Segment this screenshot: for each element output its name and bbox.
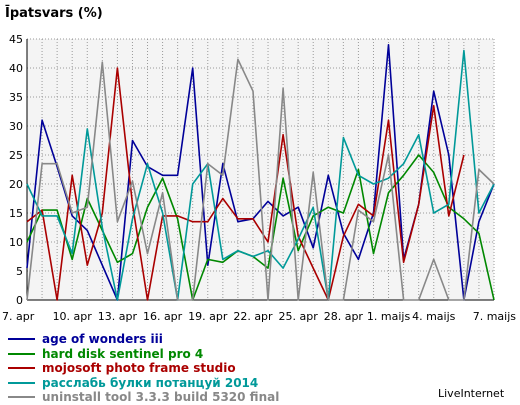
legend-swatch-0 [8,338,35,340]
x-tick-label: 7. maijs [473,310,517,323]
legend-label-1: hard disk sentinel pro 4 [42,346,204,361]
x-tick-label: 13. apr [98,310,138,323]
y-tick-label: 5 [16,265,23,278]
brand-label: LiveInternet [438,387,505,400]
legend-swatch-3 [8,381,35,384]
y-tick-label: 25 [9,149,23,162]
legend-swatch-4 [8,396,35,398]
y-tick-label: 30 [9,120,23,133]
legend-label-2: mojosoft photo frame studio [42,361,236,375]
legend-item-1: hard disk sentinel pro 4 [8,347,279,362]
x-tick-label: 28. apr [324,310,364,323]
legend: age of wonders iii hard disk sentinel pr… [8,332,279,405]
legend-label-3: расслабь булки потанцуй 2014 [42,375,259,390]
y-tick-label: 20 [9,178,23,191]
y-tick-label: 15 [9,207,23,220]
legend-item-4: uninstall tool 3.3.3 build 5320 final [8,390,279,405]
legend-label-4: uninstall tool 3.3.3 build 5320 final [42,390,280,404]
legend-label-0: age of wonders iii [42,332,163,346]
series-line-4 [26,58,495,301]
legend-swatch-1 [8,352,35,355]
y-tick-label: 10 [9,236,23,249]
x-tick-label: 10. apr [53,310,93,323]
x-tick-label: 1. maijs [367,310,411,323]
chart-title: Īpatsvars (%) [5,6,103,21]
legend-item-2: mojosoft photo frame studio [8,361,279,376]
legend-swatch-2 [8,367,35,369]
y-tick-label: 45 [9,33,23,46]
x-tick-label: 19. apr [188,310,228,323]
y-tick-label: 0 [16,294,23,307]
y-tick-label: 40 [9,62,23,75]
x-tick-label: 16. apr [143,310,183,323]
x-tick-label: 25. apr [279,310,319,323]
series-line-3 [26,49,495,301]
y-tick-label: 35 [9,91,23,104]
legend-item-0: age of wonders iii [8,332,279,347]
x-tick-label: 7. apr [2,310,35,323]
series-line-2 [26,67,465,301]
x-tick-label: 4. maijs [412,310,456,323]
legend-item-3: расслабь булки потанцуй 2014 [8,376,279,391]
x-tick-label: 22. apr [233,310,273,323]
